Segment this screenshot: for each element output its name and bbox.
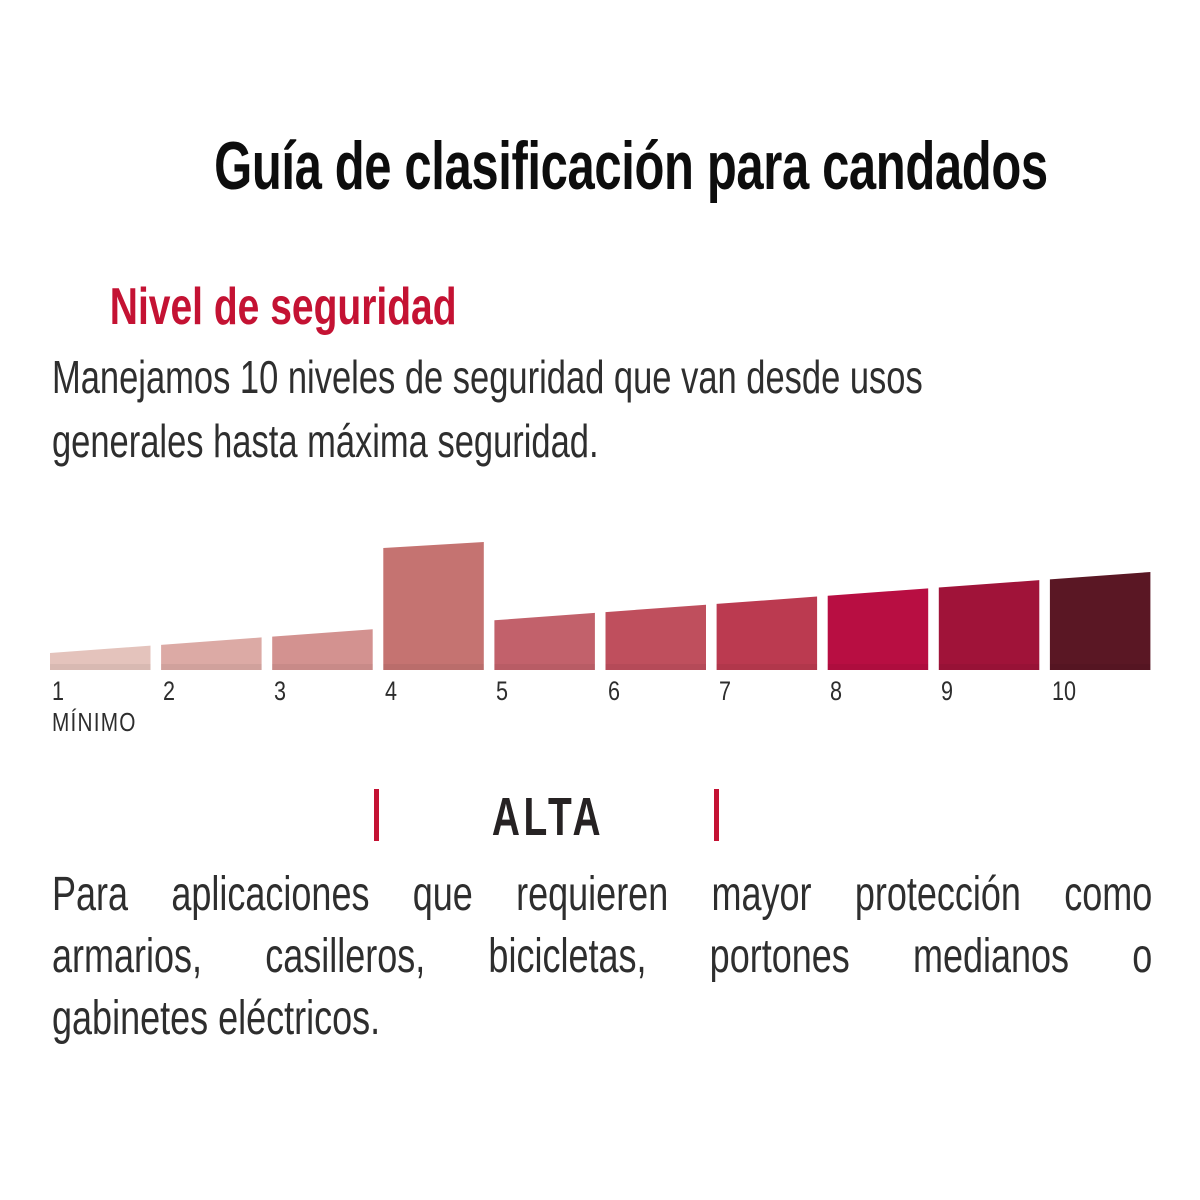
- description-paragraph: Para aplicaciones que requieren mayor pr…: [52, 864, 1152, 1050]
- description-line-3: gabinetes eléctricos.: [52, 992, 381, 1045]
- bar-level-5: [494, 612, 595, 670]
- range-tick-right: [714, 789, 719, 841]
- level-label-7: 7: [718, 676, 731, 706]
- bar-base-shade-5: [494, 664, 595, 670]
- level-label-3: 3: [274, 676, 287, 706]
- bar-level-9: [938, 580, 1040, 670]
- bar-base-shade-9: [938, 664, 1040, 670]
- page-title: Guía de clasificación para candados: [214, 128, 1048, 204]
- bar-level-6: [605, 604, 706, 670]
- bar-level-10: [1049, 571, 1151, 670]
- level-label-8: 8: [829, 676, 842, 706]
- intro-line-1: Manejamos 10 niveles de seguridad que va…: [52, 351, 923, 403]
- range-callout: ALTA: [374, 790, 721, 844]
- range-label: ALTA: [491, 787, 604, 847]
- level-label-4: 4: [385, 676, 398, 706]
- bar-level-8: [827, 588, 929, 670]
- bar-base-shade-7: [716, 664, 818, 670]
- bar-level-4: [383, 542, 484, 670]
- level-label-5: 5: [496, 676, 509, 706]
- description-line-1: Para aplicaciones que requieren mayor pr…: [52, 868, 1153, 921]
- security-level-chart: [49, 534, 1151, 671]
- bar-base-shade-1: [50, 664, 151, 670]
- bar-level-3: [272, 629, 373, 670]
- intro-paragraph: Manejamos 10 niveles de seguridad que va…: [52, 345, 923, 473]
- level-label-10: 10: [1051, 676, 1076, 706]
- level-label-9: 9: [940, 676, 953, 706]
- bar-level-7: [716, 596, 818, 670]
- bar-level-1: [50, 645, 151, 670]
- description-line-2: armarios, casilleros, bicicletas, porton…: [52, 930, 1153, 983]
- range-tick-left: [374, 789, 379, 841]
- security-level-heading: Nivel de seguridad: [109, 278, 457, 336]
- bar-base-shade-3: [272, 664, 373, 670]
- level-bars: [50, 542, 1151, 670]
- bar-level-2: [161, 637, 262, 670]
- level-label-2: 2: [163, 676, 176, 706]
- bar-base-shade-2: [161, 664, 262, 670]
- minimum-label: MÍNIMO: [52, 707, 137, 737]
- level-label-6: 6: [607, 676, 620, 706]
- bar-base-shade-4: [383, 664, 484, 670]
- level-label-1: 1: [52, 676, 65, 706]
- bar-base-shade-8: [827, 664, 929, 670]
- intro-line-2: generales hasta máxima seguridad.: [52, 415, 599, 467]
- bar-base-shade-6: [605, 664, 706, 670]
- bar-base-shade-10: [1049, 664, 1151, 670]
